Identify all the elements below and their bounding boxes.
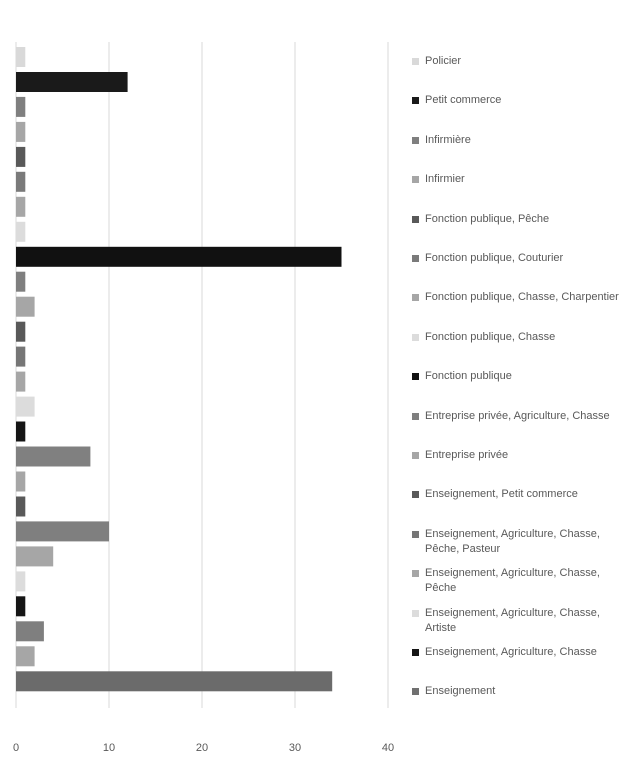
legend-swatch <box>412 294 419 302</box>
bar <box>16 72 128 92</box>
legend-item: Policier <box>412 54 624 69</box>
legend-item: Infirmière <box>412 133 624 148</box>
legend-label: Fonction publique, Chasse, Charpentier <box>425 291 619 304</box>
legend-swatch <box>412 255 419 262</box>
bar <box>16 371 26 392</box>
x-tick-label: 40 <box>382 742 394 754</box>
legend-label: Fonction publique, Pêche <box>425 212 550 225</box>
legend-item: Enseignement, Agriculture, Chasse, Pêche… <box>412 527 624 557</box>
legend-item: Fonction publique <box>412 369 624 384</box>
legend: Policier Petit commerce Infirmière Infirmie… <box>412 0 624 761</box>
bar <box>16 346 26 367</box>
legend-label: Entreprise privée <box>425 449 509 461</box>
bar <box>16 621 44 642</box>
bar <box>16 196 26 217</box>
bar <box>16 521 109 542</box>
legend-swatch <box>412 97 419 105</box>
x-tick-label: 20 <box>196 742 208 754</box>
legend-swatch <box>412 649 419 656</box>
legend-label: Enseignement, Agriculture, Chasse <box>425 646 597 658</box>
legend-item: Entreprise privée, Agriculture, Chasse <box>412 409 624 424</box>
bar <box>16 396 35 417</box>
bar <box>16 146 26 167</box>
legend-label: Enseignement, Agriculture, Chasse, Pêche <box>425 567 600 595</box>
legend-item: Enseignement, Agriculture, Chasse, Artis… <box>412 606 624 636</box>
bars <box>16 47 342 692</box>
legend-item: Petit commerce <box>412 93 624 108</box>
legend-label: Enseignement, Agriculture, Chasse, Pêche… <box>425 527 600 555</box>
legend-label: Petit commerce <box>425 94 502 107</box>
legend-label: Enseignement, Petit commerce <box>425 488 578 501</box>
x-axis-ticks: 0 10 20 30 40 <box>13 742 394 754</box>
legend-label: Policier <box>425 55 462 67</box>
bar <box>16 546 54 567</box>
legend-swatch <box>412 136 419 144</box>
legend-swatch <box>412 530 419 538</box>
bar <box>16 96 26 117</box>
bar <box>16 221 26 242</box>
bar <box>16 596 26 617</box>
bar <box>16 646 35 667</box>
legend-item: Enseignement, Petit commerce <box>412 487 624 502</box>
legend-label: Fonction publique <box>425 370 512 383</box>
legend-swatch <box>412 176 419 184</box>
legend-label: Enseignement <box>425 685 496 698</box>
legend-swatch <box>412 373 419 381</box>
bar <box>16 571 26 592</box>
legend-item: Enseignement, Agriculture, Chasse, Pêche <box>412 566 624 596</box>
bar <box>16 171 26 192</box>
legend-label: Infirmière <box>425 133 471 146</box>
bar <box>16 671 333 692</box>
legend-label: Entreprise privée, Agriculture, Chasse <box>425 409 610 422</box>
legend-swatch <box>412 609 419 617</box>
bar <box>16 421 26 442</box>
bar <box>16 246 342 267</box>
x-tick-label: 30 <box>289 742 301 754</box>
legend-label: Infirmier <box>425 173 465 186</box>
gridlines <box>15 42 389 708</box>
legend-swatch <box>412 215 419 223</box>
legend-label: Fonction publique, Chasse <box>425 330 556 343</box>
bar <box>16 321 26 342</box>
x-tick-label: 10 <box>103 742 115 754</box>
legend-label: Fonction publique, Couturier <box>425 252 564 264</box>
legend-item: Fonction publique, Couturier <box>412 251 624 266</box>
legend-item: Infirmier <box>412 172 624 187</box>
legend-swatch <box>412 688 419 696</box>
bar <box>16 446 91 467</box>
legend-swatch <box>412 452 419 459</box>
legend-item: Fonction publique, Chasse, Charpentier <box>412 290 624 305</box>
bar <box>16 47 26 67</box>
legend-swatch <box>412 58 419 65</box>
legend-item: Fonction publique, Pêche <box>412 212 624 227</box>
legend-item: Enseignement, Agriculture, Chasse <box>412 645 624 660</box>
bar <box>16 296 35 317</box>
bar <box>16 496 26 517</box>
legend-swatch <box>412 412 419 420</box>
bar <box>16 271 26 292</box>
legend-label: Enseignement, Agriculture, Chasse, Artis… <box>425 606 600 634</box>
legend-swatch <box>412 570 419 578</box>
legend-swatch <box>412 333 419 341</box>
legend-item: Entreprise privée <box>412 448 624 463</box>
legend-swatch <box>412 491 419 499</box>
legend-item: Enseignement <box>412 684 624 699</box>
bar <box>16 471 26 492</box>
legend-item: Fonction publique, Chasse <box>412 330 624 345</box>
x-tick-label: 0 <box>13 742 19 754</box>
bar <box>16 121 26 142</box>
